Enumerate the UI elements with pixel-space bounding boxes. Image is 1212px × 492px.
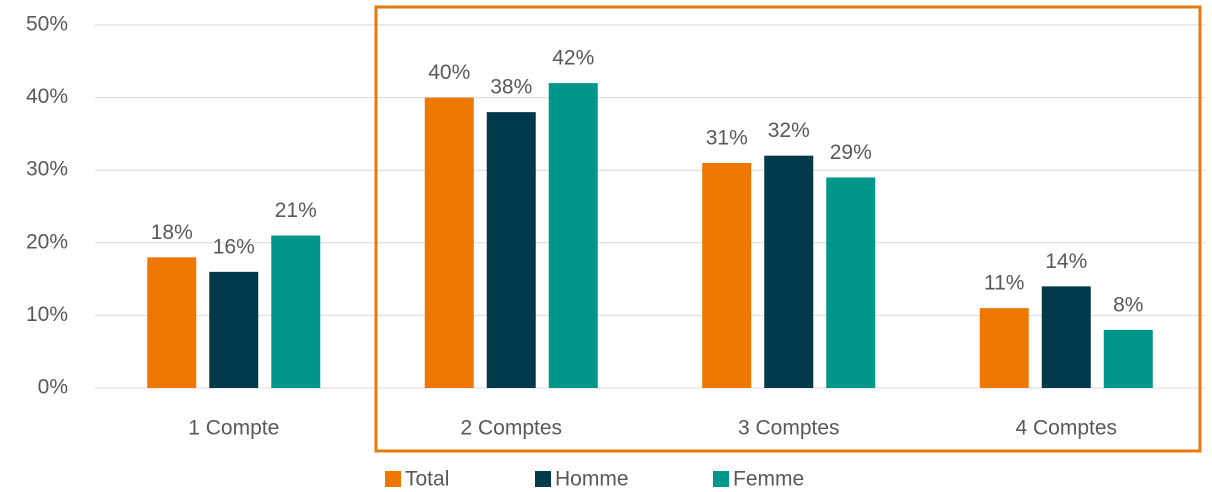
data-label: 32% [768,119,810,142]
bar [1103,329,1153,388]
data-label: 16% [213,235,255,258]
bar [702,162,752,388]
y-tick-label: 50% [26,13,68,36]
legend-swatch [535,471,551,487]
legend-swatch [385,471,401,487]
data-label: 40% [428,61,470,84]
bar [424,97,474,388]
bar [826,177,876,388]
data-label: 38% [490,76,532,99]
legend-label: Femme [733,468,804,491]
data-label: 29% [830,141,872,164]
data-label: 31% [706,126,748,149]
x-tick-label: 2 Comptes [460,417,562,440]
bar [147,257,197,388]
data-label: 14% [1045,250,1087,273]
y-tick-label: 20% [26,230,68,253]
y-tick-label: 30% [26,158,68,181]
x-tick-label: 3 Comptes [738,417,840,440]
y-tick-label: 40% [26,85,68,108]
bar [271,235,321,388]
bar [209,271,259,388]
bar [1041,286,1091,388]
legend-label: Total [405,468,449,491]
bar [979,308,1029,388]
y-tick-label: 10% [26,303,68,326]
data-label: 18% [151,221,193,244]
bar [764,155,814,388]
legend-label: Homme [555,468,629,491]
bar [548,83,598,388]
x-tick-label: 4 Comptes [1015,417,1117,440]
data-label: 42% [552,47,594,70]
highlight-box [374,5,1202,453]
data-label: 21% [275,199,317,222]
x-tick-label: 1 Compte [188,417,279,440]
data-label: 11% [984,272,1024,295]
bar [486,112,536,389]
y-tick-label: 0% [38,376,68,399]
legend-swatch [713,471,729,487]
data-label: 8% [1113,293,1143,316]
